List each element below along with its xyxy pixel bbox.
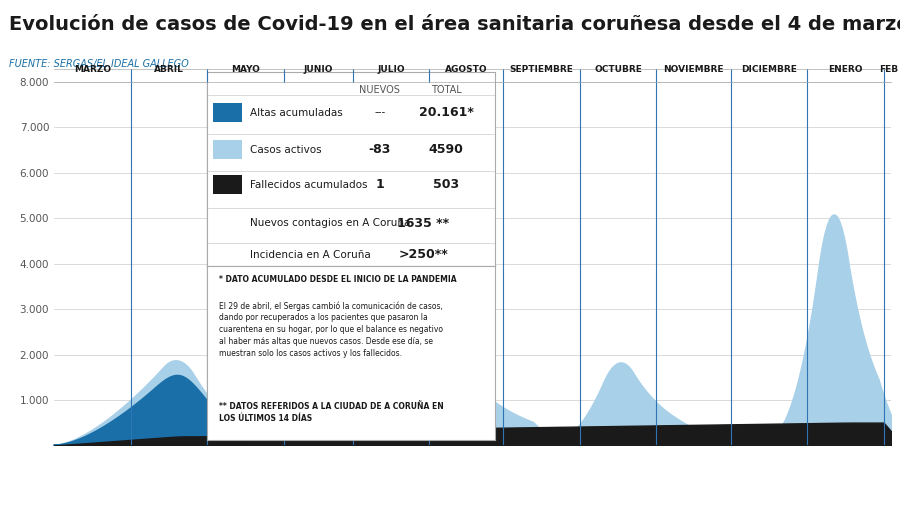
Text: Altas acumuladas: Altas acumuladas [250, 108, 343, 118]
Text: FEB: FEB [879, 65, 898, 74]
Bar [212, 103, 241, 122]
Text: NUEVOS: NUEVOS [359, 86, 400, 95]
Text: NOVIEMBRE: NOVIEMBRE [663, 65, 724, 74]
Text: >250**: >250** [398, 248, 448, 261]
Text: ** DATOS REFERIDOS A LA CIUDAD DE A CORUÑA EN
LOS ÚLTIMOS 14 DÍAS: ** DATOS REFERIDOS A LA CIUDAD DE A CORU… [219, 402, 444, 423]
Text: -83: -83 [369, 143, 391, 156]
Bar [212, 175, 241, 194]
Text: MAYO: MAYO [231, 65, 260, 74]
Text: TOTAL: TOTAL [431, 86, 462, 95]
Text: FUENTE: SERGAS/EL IDEAL GALLEGO: FUENTE: SERGAS/EL IDEAL GALLEGO [9, 59, 189, 69]
Text: Casos activos: Casos activos [250, 144, 322, 155]
Text: Fallecidos acumulados: Fallecidos acumulados [250, 180, 368, 189]
Text: 503: 503 [433, 178, 459, 191]
Text: OCTUBRE: OCTUBRE [594, 65, 642, 74]
Text: AGOSTO: AGOSTO [445, 65, 488, 74]
Text: SEPTIEMBRE: SEPTIEMBRE [509, 65, 573, 74]
Text: DICIEMBRE: DICIEMBRE [741, 65, 796, 74]
Text: ABRIL: ABRIL [154, 65, 184, 74]
Text: ---: --- [374, 108, 385, 118]
Text: * DATO ACUMULADO DESDE EL INICIO DE LA PANDEMIA: * DATO ACUMULADO DESDE EL INICIO DE LA P… [219, 275, 456, 284]
Bar [212, 140, 241, 159]
Text: 20.161*: 20.161* [418, 106, 473, 119]
Text: JULIO: JULIO [377, 65, 405, 74]
Text: Evolución de casos de Covid-19 en el área sanitaria coruñesa desde el 4 de marzo: Evolución de casos de Covid-19 en el áre… [9, 15, 900, 34]
Text: ENERO: ENERO [828, 65, 862, 74]
Text: JUNIO: JUNIO [303, 65, 333, 74]
Text: MARZO: MARZO [74, 65, 111, 74]
Text: 1: 1 [375, 178, 384, 191]
Text: 4590: 4590 [428, 143, 464, 156]
Text: Nuevos contagios en A Coruña: Nuevos contagios en A Coruña [250, 219, 410, 228]
Text: El 29 de abril, el Sergas cambió la comunicación de casos,
dando por recuperados: El 29 de abril, el Sergas cambió la comu… [219, 301, 443, 358]
Text: Incidencia en A Coruña: Incidencia en A Coruña [250, 249, 371, 260]
Text: 1635 **: 1635 ** [397, 217, 449, 230]
